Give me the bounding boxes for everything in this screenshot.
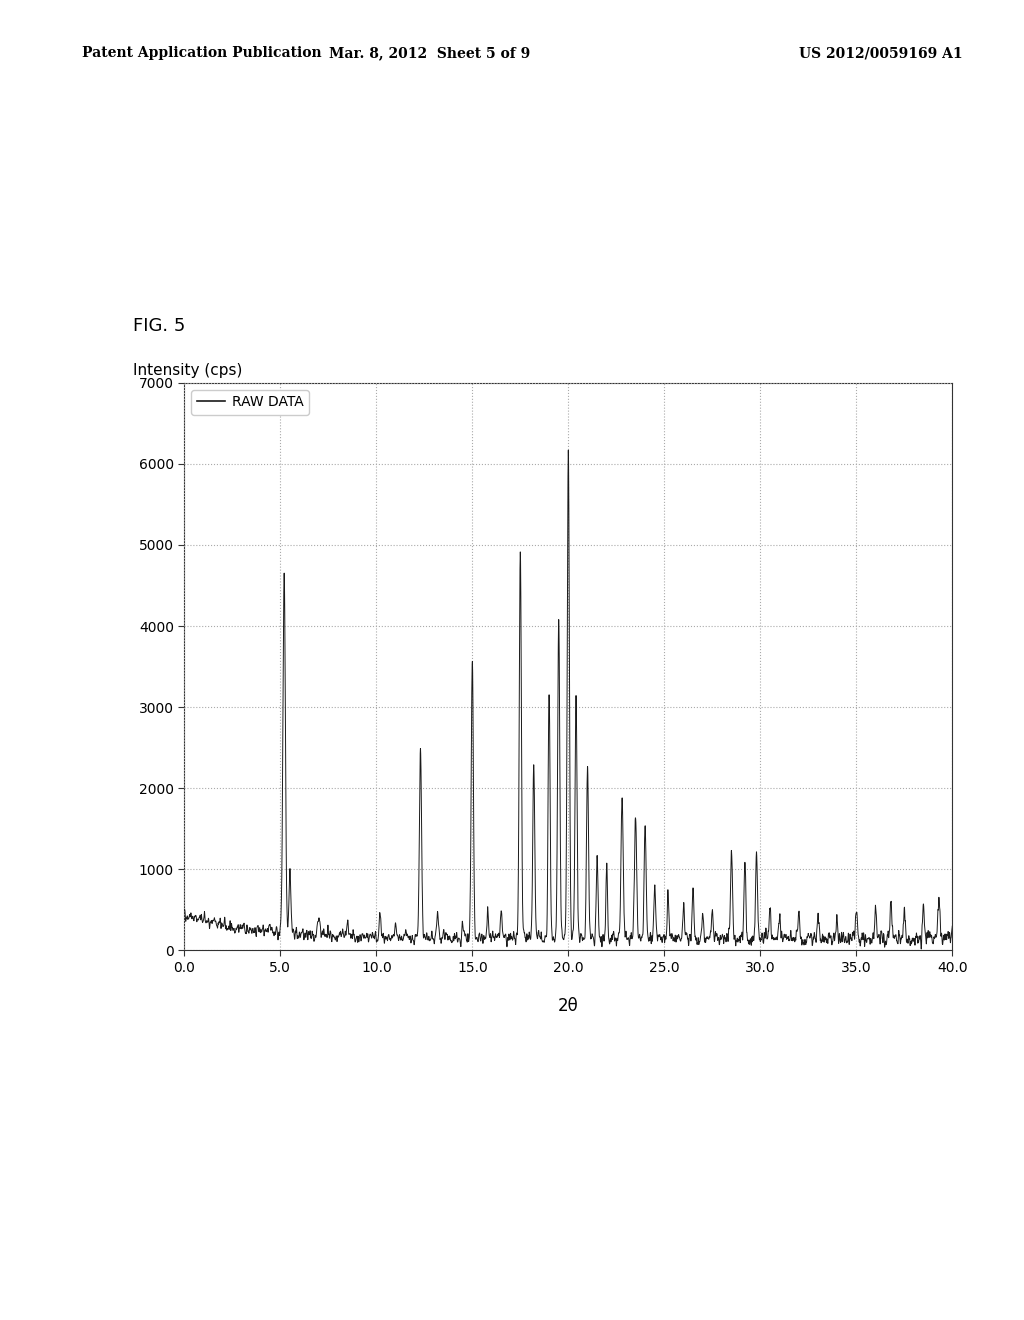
Text: Patent Application Publication: Patent Application Publication [82, 46, 322, 61]
Legend: RAW DATA: RAW DATA [191, 389, 309, 414]
Text: FIG. 5: FIG. 5 [133, 317, 185, 335]
Text: Intensity (cps): Intensity (cps) [133, 363, 243, 378]
Text: Mar. 8, 2012  Sheet 5 of 9: Mar. 8, 2012 Sheet 5 of 9 [330, 46, 530, 61]
Text: 2θ: 2θ [558, 997, 579, 1015]
Text: US 2012/0059169 A1: US 2012/0059169 A1 [799, 46, 963, 61]
